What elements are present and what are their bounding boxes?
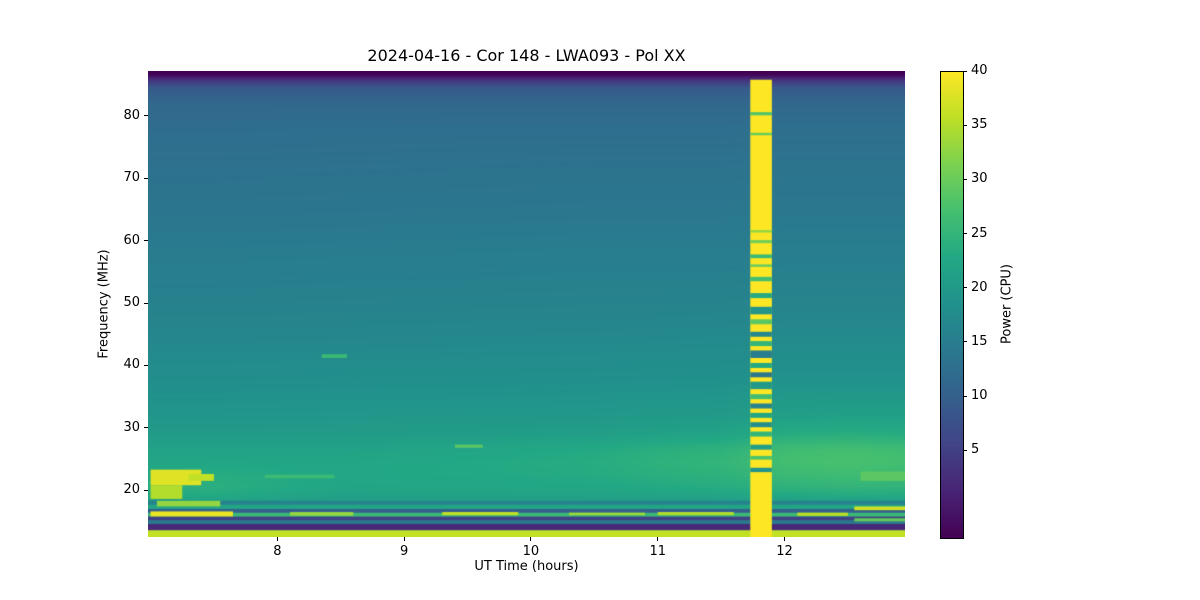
colorbar-tick-mark — [963, 287, 967, 289]
y-tick-mark — [144, 427, 148, 429]
chart-title: 2024-04-16 - Cor 148 - LWA093 - Pol XX — [367, 46, 686, 65]
x-tick-mark — [276, 537, 278, 541]
colorbar-label: Power (CPU) — [999, 263, 1015, 345]
x-tick-label: 8 — [273, 544, 282, 559]
spectrogram-heatmap — [148, 71, 905, 537]
colorbar-tick-mark — [963, 124, 967, 126]
y-tick-label: 60 — [123, 232, 140, 248]
colorbar-tick-label: 15 — [971, 333, 988, 349]
y-tick-label: 50 — [123, 295, 140, 311]
x-tick-mark — [530, 537, 532, 541]
colorbar-tick-mark — [963, 178, 967, 180]
colorbar-tick-mark — [963, 395, 967, 397]
colorbar-tick-label: 40 — [971, 63, 988, 78]
y-tick-mark — [144, 489, 148, 491]
colorbar-tick-label: 35 — [971, 117, 988, 133]
colorbar-tick-label: 20 — [971, 279, 988, 295]
y-tick-label: 70 — [123, 170, 140, 186]
x-tick-mark — [784, 537, 786, 541]
x-tick-mark — [403, 537, 405, 541]
x-tick-label: 10 — [522, 544, 540, 559]
y-tick-label: 20 — [123, 482, 140, 498]
colorbar-tick-label: 5 — [971, 442, 980, 458]
colorbar-tick-mark — [963, 233, 967, 235]
colorbar-tick-mark — [963, 70, 967, 72]
y-tick-mark — [144, 364, 148, 366]
x-tick-label: 11 — [649, 544, 666, 559]
x-axis-label: UT Time (hours) — [474, 559, 579, 574]
x-tick-label: 12 — [776, 544, 793, 559]
colorbar-tick-label: 25 — [971, 225, 988, 241]
y-tick-label: 30 — [123, 419, 140, 435]
x-tick-label: 9 — [399, 544, 409, 559]
x-tick-mark — [657, 537, 659, 541]
colorbar-tick-label: 30 — [971, 171, 988, 187]
y-tick-label: 40 — [123, 357, 140, 373]
colorbar — [940, 71, 964, 539]
y-tick-label: 80 — [123, 107, 140, 123]
y-tick-mark — [144, 240, 148, 242]
y-tick-mark — [144, 115, 148, 117]
colorbar-tick-label: 10 — [971, 388, 988, 404]
colorbar-tick-mark — [963, 449, 967, 451]
colorbar-tick-mark — [963, 341, 967, 343]
y-tick-mark — [144, 302, 148, 304]
y-tick-mark — [144, 177, 148, 179]
